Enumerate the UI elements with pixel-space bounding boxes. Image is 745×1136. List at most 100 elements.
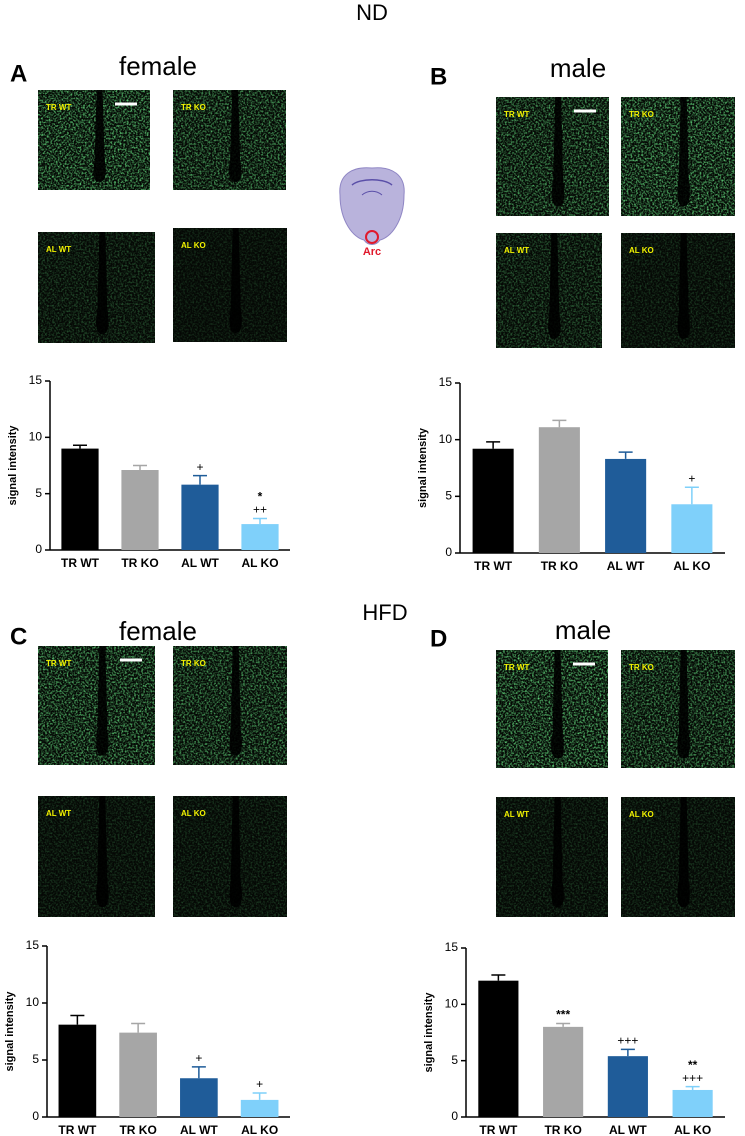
micrograph: TR KO [173, 646, 287, 765]
bar [478, 980, 519, 1117]
image-label: TR WT [504, 110, 529, 119]
ventricle [551, 97, 565, 207]
bar [121, 470, 159, 550]
annotation: ** [688, 1058, 698, 1072]
bar [605, 458, 647, 553]
ventricle [96, 646, 109, 756]
y-tick-label: 10 [445, 997, 459, 1011]
bar [543, 1026, 584, 1117]
section-label: HFD [362, 600, 407, 625]
y-axis-label: signal intensity [4, 991, 16, 1072]
ventricle [93, 90, 106, 182]
annotation: *** [556, 1008, 570, 1022]
bar [61, 448, 99, 550]
image-label: TR WT [504, 663, 529, 672]
annotation: * [258, 490, 263, 504]
error-bar [486, 441, 501, 449]
panel-letter: D [430, 625, 447, 652]
error-bar [191, 1066, 206, 1079]
x-tick-label: AL KO [674, 1123, 711, 1136]
bar [671, 504, 713, 553]
x-tick-label: TR KO [121, 556, 158, 570]
section-label: ND [356, 0, 388, 25]
error-bar [556, 1022, 571, 1027]
bar [607, 1056, 648, 1117]
image-label: AL KO [629, 246, 654, 255]
bar [672, 1089, 713, 1117]
panel-title: female [119, 616, 197, 646]
error-bar [620, 1048, 635, 1057]
annotation: +++ [682, 1071, 703, 1085]
micrograph: AL KO [621, 233, 735, 348]
y-tick-label: 10 [26, 995, 40, 1009]
micrograph: TR WT [38, 646, 155, 765]
y-tick-label: 15 [29, 373, 43, 387]
panel-letter: A [10, 60, 27, 87]
ventricle [551, 797, 564, 908]
image-label: AL WT [46, 245, 71, 254]
y-tick-label: 15 [439, 375, 453, 389]
x-tick-label: TR WT [474, 559, 513, 573]
y-tick-label: 0 [445, 545, 452, 559]
bar [180, 1078, 218, 1117]
bar [181, 484, 219, 550]
ventricle [96, 796, 109, 908]
ventricle [228, 90, 242, 182]
error-bar [491, 974, 506, 981]
micrograph: AL KO [173, 228, 287, 342]
image-label: TR KO [629, 110, 654, 119]
annotation: + [256, 1077, 263, 1091]
ventricle [229, 228, 242, 333]
error-bar [70, 1014, 85, 1025]
x-tick-label: AL WT [607, 559, 645, 573]
annotation: ++ [253, 503, 267, 517]
bar [538, 427, 580, 553]
image-label: AL WT [46, 809, 71, 818]
ventricle [677, 97, 690, 207]
image-label: TR KO [181, 103, 206, 112]
micrograph: AL WT [496, 233, 602, 348]
image-label: AL WT [504, 810, 529, 819]
x-tick-label: TR WT [58, 1123, 97, 1136]
image-label: TR WT [46, 659, 71, 668]
micrograph: TR WT [496, 650, 608, 768]
y-tick-label: 5 [445, 489, 452, 503]
error-bar [253, 517, 267, 525]
error-bar [252, 1092, 267, 1100]
image-label: AL KO [181, 809, 206, 818]
error-bar [684, 486, 699, 505]
y-tick-label: 10 [439, 432, 453, 446]
image-label: AL KO [629, 810, 654, 819]
brain-icon [339, 167, 405, 245]
error-bar [552, 419, 567, 428]
bar [472, 448, 514, 553]
x-tick-label: AL KO [673, 559, 710, 573]
brain-label: Arc [363, 246, 381, 258]
y-tick-label: 5 [35, 486, 42, 500]
micrograph: AL WT [38, 232, 155, 343]
micrograph: AL KO [173, 796, 287, 917]
ventricle [551, 650, 564, 759]
micrograph: TR KO [173, 90, 286, 190]
y-axis-label: signal intensity [423, 992, 435, 1073]
x-tick-label: TR KO [541, 559, 578, 573]
y-tick-label: 10 [29, 430, 43, 444]
bar [240, 1099, 279, 1117]
x-tick-label: TR WT [479, 1123, 518, 1136]
y-tick-label: 0 [35, 542, 42, 556]
image-label: AL KO [181, 241, 206, 250]
micrograph: AL WT [38, 796, 155, 917]
y-tick-label: 15 [26, 938, 40, 952]
image-label: AL WT [504, 246, 529, 255]
micrograph: TR WT [38, 90, 150, 190]
error-bar [133, 464, 147, 471]
annotation: + [688, 471, 695, 485]
y-tick-label: 5 [451, 1053, 458, 1067]
y-tick-label: 5 [32, 1052, 39, 1066]
micrograph: TR KO [621, 97, 735, 216]
ventricle [548, 233, 561, 339]
ventricle [229, 646, 242, 756]
panel-title: female [119, 51, 197, 81]
panel-letter: B [430, 63, 447, 90]
